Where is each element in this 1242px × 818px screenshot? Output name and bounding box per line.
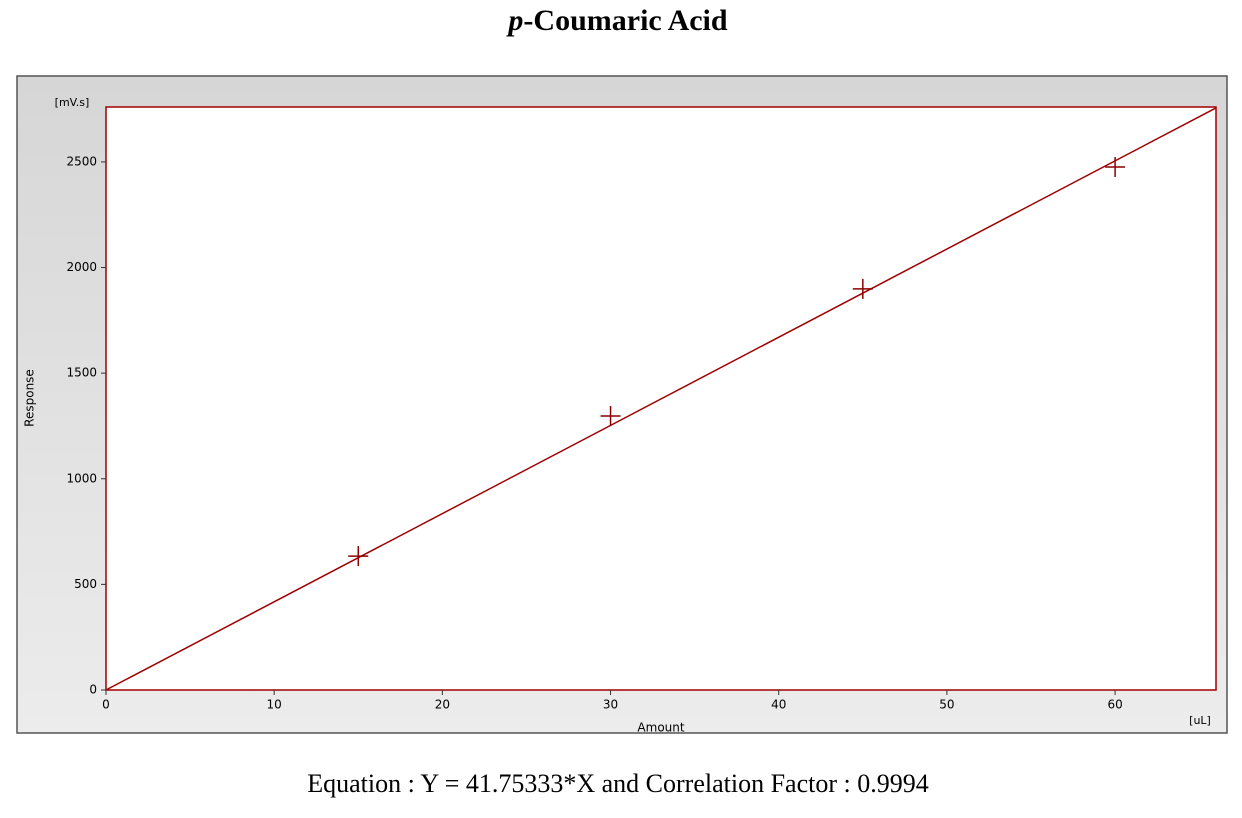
y-tick-label: 500 [74, 577, 97, 591]
y-tick-label: 2000 [66, 260, 97, 274]
footnote: Equation : Y = 41.75333*X and Correlatio… [307, 769, 928, 798]
y-unit: [mV.s] [55, 96, 90, 109]
y-tick-label: 2500 [66, 154, 97, 168]
x-tick-label: 30 [603, 698, 618, 712]
y-axis-label: Response [23, 369, 37, 427]
x-unit: [uL] [1189, 714, 1211, 727]
y-tick-label: 0 [89, 683, 97, 697]
y-tick-label: 1500 [66, 366, 97, 380]
chart-title: p-Coumaric Acid [505, 4, 727, 37]
y-tick-label: 1000 [66, 471, 97, 485]
x-tick-label: 40 [771, 698, 786, 712]
fit-line [105, 107, 1217, 691]
x-axis-label: Amount [637, 721, 684, 735]
x-tick-label: 60 [1107, 698, 1122, 712]
data-point [600, 406, 621, 427]
data-point [348, 546, 369, 567]
x-tick-label: 50 [939, 698, 954, 712]
x-tick-label: 0 [102, 698, 110, 712]
data-point [852, 278, 873, 299]
x-tick-label: 10 [267, 698, 282, 712]
x-tick-label: 20 [435, 698, 450, 712]
data-point [1105, 156, 1126, 177]
